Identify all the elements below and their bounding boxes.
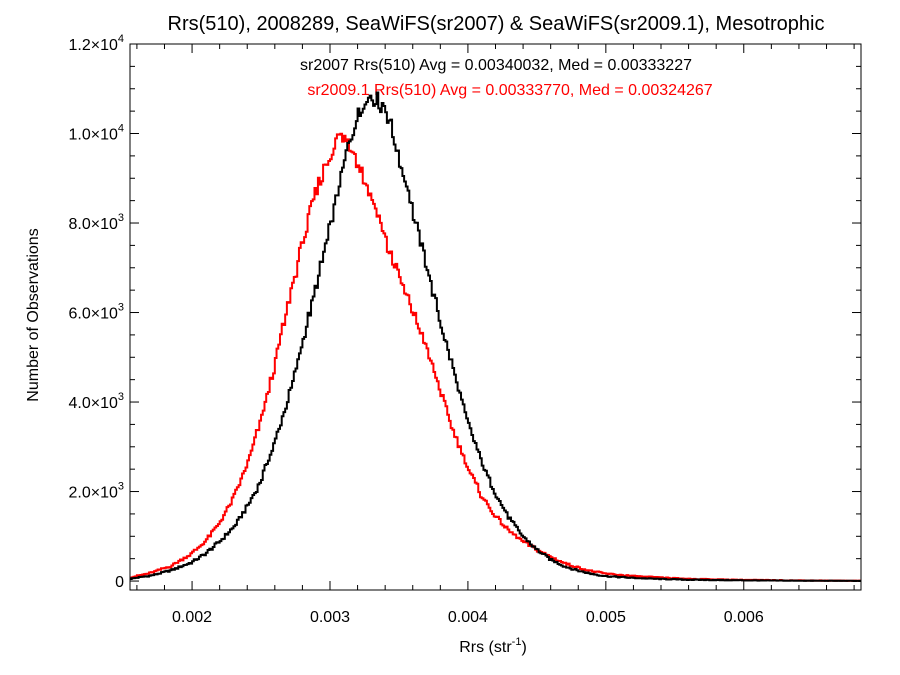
y-tick-label: 6.0×103 [68,302,124,323]
x-axis-label-sup: -1 [512,636,522,648]
y-tick-label-exponent: 3 [118,302,124,314]
legend-annotations: sr2007 Rrs(510) Avg = 0.00340032, Med = … [300,57,713,99]
y-tick-label-base: 1.0×10 [68,127,117,144]
chart-title: Rrs(510), 2008289, SeaWiFS(sr2007) & Sea… [168,13,825,35]
y-tick-label-base: 6.0×10 [68,306,117,323]
x-axis-label-main: Rrs (str [459,639,512,656]
y-tick-label: 1.2×104 [68,33,124,54]
x-tick-label: 0.004 [448,609,488,626]
y-tick-label-base: 1.2×10 [68,37,117,54]
x-axis-ticks: 0.002 0.003 0.004 0.005 0.006 [136,44,855,626]
y-tick-label-base: 4.0×10 [68,395,117,412]
x-axis-label: Rrs (str-1) [459,636,527,656]
x-tick-label: 0.005 [586,609,626,626]
y-tick-label: 4.0×103 [68,391,124,412]
y-axis-label: Number of Observations [25,228,42,401]
y-tick-label-exponent: 4 [118,33,124,45]
x-tick-label: 0.006 [724,609,764,626]
x-tick-label: 0.002 [172,609,212,626]
y-tick-label-exponent: 3 [118,391,124,403]
y-tick-label-base: 0 [115,574,124,591]
x-axis-label-close: ) [521,639,526,656]
y-tick-label-exponent: 4 [118,123,124,135]
y-tick-label-base: 8.0×10 [68,216,117,233]
x-tick-label: 0.003 [310,609,350,626]
annotation-sr2007: sr2007 Rrs(510) Avg = 0.00340032, Med = … [300,57,692,74]
y-tick-label-base: 2.0×10 [68,485,117,502]
y-tick-label-exponent: 3 [118,212,124,224]
y-tick-label: 2.0×103 [68,481,124,502]
annotation-sr2009: sr2009.1 Rrs(510) Avg = 0.00333770, Med … [307,82,712,99]
series-layer [130,91,861,582]
series-line-sr2009 [130,132,861,582]
y-axis-ticks: 02.0×1034.0×1036.0×1038.0×1031.0×1041.2×… [68,33,861,591]
y-tick-label: 1.0×104 [68,123,124,144]
series-line-sr2007 [130,91,861,582]
y-tick-label-exponent: 3 [118,481,124,493]
plot-frame [129,43,862,591]
y-tick-label: 0 [115,574,124,591]
y-tick-label: 8.0×103 [68,212,124,233]
